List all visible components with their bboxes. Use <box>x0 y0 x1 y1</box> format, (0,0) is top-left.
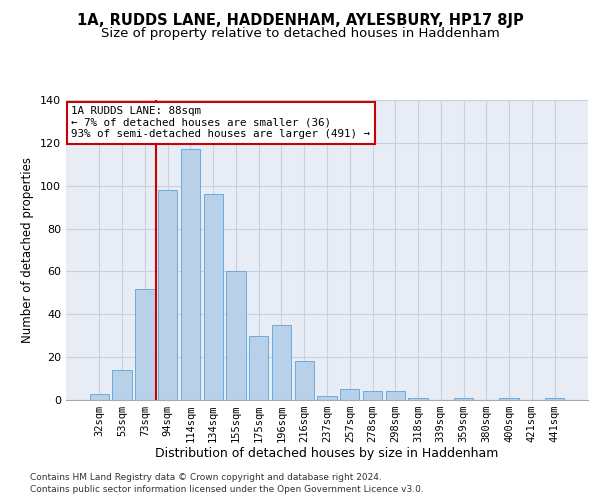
Text: 1A RUDDS LANE: 88sqm
← 7% of detached houses are smaller (36)
93% of semi-detach: 1A RUDDS LANE: 88sqm ← 7% of detached ho… <box>71 106 370 139</box>
Bar <box>135 288 155 400</box>
Y-axis label: Number of detached properties: Number of detached properties <box>22 157 34 343</box>
Bar <box>386 392 405 400</box>
Text: Contains public sector information licensed under the Open Government Licence v3: Contains public sector information licen… <box>30 485 424 494</box>
Bar <box>317 396 337 400</box>
Text: Size of property relative to detached houses in Haddenham: Size of property relative to detached ho… <box>101 28 499 40</box>
Bar <box>340 390 359 400</box>
Bar <box>249 336 268 400</box>
Bar <box>158 190 178 400</box>
Bar <box>203 194 223 400</box>
Bar <box>454 398 473 400</box>
Bar <box>181 150 200 400</box>
Text: Distribution of detached houses by size in Haddenham: Distribution of detached houses by size … <box>155 448 499 460</box>
Text: 1A, RUDDS LANE, HADDENHAM, AYLESBURY, HP17 8JP: 1A, RUDDS LANE, HADDENHAM, AYLESBURY, HP… <box>77 12 523 28</box>
Bar <box>363 392 382 400</box>
Bar <box>112 370 132 400</box>
Bar <box>272 325 291 400</box>
Text: Contains HM Land Registry data © Crown copyright and database right 2024.: Contains HM Land Registry data © Crown c… <box>30 472 382 482</box>
Bar <box>409 398 428 400</box>
Bar <box>545 398 564 400</box>
Bar <box>226 272 245 400</box>
Bar <box>295 362 314 400</box>
Bar <box>499 398 519 400</box>
Bar <box>90 394 109 400</box>
